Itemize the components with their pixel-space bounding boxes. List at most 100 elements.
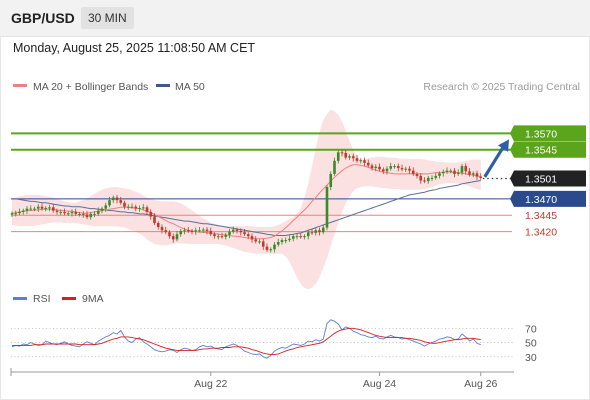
candle-body bbox=[269, 249, 273, 251]
candle-body bbox=[228, 231, 231, 235]
candle-body bbox=[430, 177, 434, 179]
candle-body bbox=[419, 175, 423, 181]
candle-body bbox=[81, 213, 85, 215]
candle-body bbox=[359, 160, 363, 162]
candle-body bbox=[70, 211, 74, 214]
candle-body bbox=[374, 166, 378, 169]
candle-body bbox=[295, 236, 299, 238]
candle-body bbox=[344, 152, 348, 158]
candle-body bbox=[93, 213, 96, 215]
candle-body bbox=[261, 241, 265, 247]
candle-body bbox=[363, 160, 366, 163]
candle-body bbox=[471, 173, 475, 175]
x-tick-label: Aug 22 bbox=[194, 378, 227, 390]
candle-body bbox=[329, 173, 333, 188]
level-label-1.3501: 1.3501 bbox=[525, 174, 557, 186]
level-label-1.3420: 1.3420 bbox=[525, 227, 557, 239]
candle-body bbox=[145, 207, 149, 212]
level-tag-1.3501 bbox=[510, 170, 586, 187]
candle-body bbox=[453, 170, 456, 174]
candle-body bbox=[280, 240, 284, 243]
candle-body bbox=[21, 210, 25, 212]
legend-swatch-rsi bbox=[13, 297, 27, 300]
candle-body bbox=[111, 197, 115, 201]
ma20-line bbox=[11, 164, 481, 240]
candle-body bbox=[299, 236, 303, 238]
level-tag-1.3545 bbox=[510, 141, 586, 158]
candle-body bbox=[426, 177, 430, 182]
rsi-legend: RSI 9MA bbox=[13, 293, 104, 305]
candle-body bbox=[198, 230, 201, 232]
legend-ma20-label: MA 20 + Bollinger Bands bbox=[33, 81, 148, 93]
candle-body bbox=[318, 230, 321, 233]
candle-body bbox=[404, 168, 408, 170]
candle-body bbox=[449, 170, 453, 172]
level-labels: 1.3570 1.3545 1.3501 1.3470 1.3445 1.3420 bbox=[510, 125, 586, 239]
candle-body bbox=[48, 207, 51, 209]
symbol-title: GBP/USD bbox=[11, 10, 75, 26]
candle-body bbox=[18, 211, 21, 214]
level-lines bbox=[11, 132, 512, 233]
candle-body bbox=[220, 236, 224, 238]
candle-body bbox=[100, 208, 104, 211]
candle-body bbox=[201, 229, 205, 231]
candle-body bbox=[89, 213, 93, 218]
candle-body bbox=[153, 216, 156, 224]
candle-body bbox=[303, 236, 306, 238]
candle-body bbox=[366, 162, 370, 166]
candle-body bbox=[310, 232, 314, 234]
candle-body bbox=[96, 210, 100, 214]
header-bar: GBP/USD 30 MIN bbox=[0, 0, 590, 37]
legend-swatch-9ma bbox=[62, 297, 76, 300]
level-tag-1.3470 bbox=[510, 190, 586, 207]
candle-body bbox=[284, 240, 288, 242]
candle-body bbox=[265, 246, 269, 250]
candle-body bbox=[288, 238, 291, 241]
candle-body bbox=[213, 234, 216, 237]
candle-body bbox=[351, 156, 355, 159]
candle-body bbox=[423, 180, 426, 182]
timeframe-badge[interactable]: 30 MIN bbox=[81, 7, 134, 29]
candle-body bbox=[411, 170, 415, 174]
price-legend: MA 20 + Bollinger Bands MA 50 Research ©… bbox=[13, 81, 580, 93]
candle-body bbox=[190, 230, 194, 232]
candle-body bbox=[250, 236, 254, 240]
timestamp: Monday, August 25, 2025 11:08:50 AM CET bbox=[13, 41, 256, 55]
x-tick-label: Aug 26 bbox=[464, 378, 497, 390]
rsi-series-rsi bbox=[11, 319, 481, 359]
candle-body bbox=[336, 152, 340, 161]
rsi-tick-30: 30 bbox=[525, 352, 537, 364]
candle-body bbox=[108, 200, 111, 206]
candle-body bbox=[104, 205, 108, 209]
candle-body bbox=[441, 171, 445, 174]
candle-body bbox=[205, 229, 209, 231]
legend-9ma-label: 9MA bbox=[82, 293, 104, 305]
ma50-line bbox=[12, 180, 481, 236]
rsi-panel: 70 50 30 bbox=[11, 319, 537, 364]
level-tag-1.3570 bbox=[510, 125, 586, 142]
candle-body bbox=[224, 234, 228, 237]
projection bbox=[483, 139, 509, 178]
rsi-tick-50: 50 bbox=[525, 338, 537, 350]
candle-body bbox=[156, 223, 160, 227]
candle-body bbox=[78, 213, 81, 215]
candle-body bbox=[10, 213, 14, 215]
legend-swatch-ma20 bbox=[13, 84, 27, 87]
bollinger-bands bbox=[12, 109, 481, 290]
candle-body bbox=[40, 206, 44, 209]
candle-body bbox=[239, 230, 243, 233]
candle-body bbox=[460, 166, 464, 173]
candle-body bbox=[355, 158, 359, 161]
x-axis: Aug 22 Aug 24 Aug 26 bbox=[10, 368, 514, 390]
rsi-tick-70: 70 bbox=[525, 323, 537, 335]
candle-body bbox=[194, 230, 198, 232]
candle-body bbox=[291, 236, 295, 239]
candle-body bbox=[63, 211, 66, 214]
legend-ma50-label: MA 50 bbox=[175, 81, 205, 93]
candle-body bbox=[468, 171, 471, 175]
candle-body bbox=[445, 170, 449, 172]
x-tick-label: Aug 24 bbox=[363, 378, 396, 390]
candle-body bbox=[149, 211, 153, 217]
candle-body bbox=[209, 230, 213, 235]
